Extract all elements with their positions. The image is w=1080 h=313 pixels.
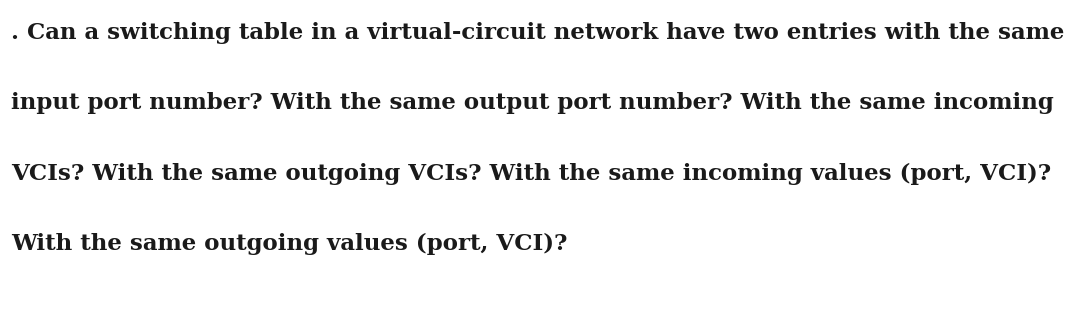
Text: . Can a switching table in a virtual-circuit network have two entries with the s: . Can a switching table in a virtual-cir… [11, 22, 1064, 44]
Text: With the same outgoing values (port, VCI)?: With the same outgoing values (port, VCI… [11, 233, 567, 255]
Text: input port number? With the same output port number? With the same incoming: input port number? With the same output … [11, 92, 1054, 114]
Text: VCIs? With the same outgoing VCIs? With the same incoming values (port, VCI)?: VCIs? With the same outgoing VCIs? With … [11, 163, 1051, 185]
